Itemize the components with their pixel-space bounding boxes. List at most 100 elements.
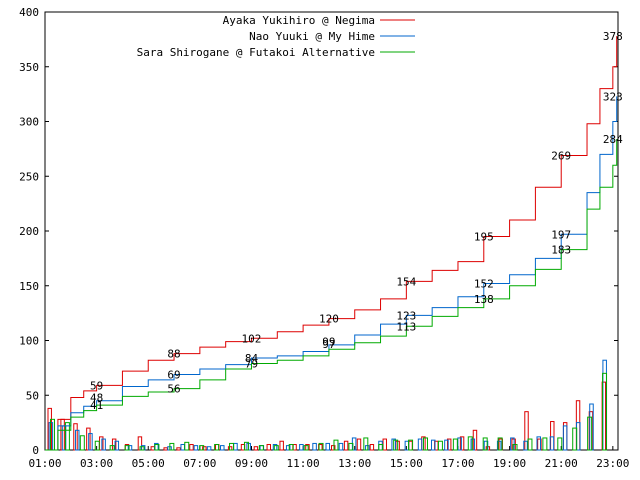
bar-mark: [467, 436, 473, 451]
data-label: 197: [551, 228, 571, 241]
bar-mark: [273, 445, 279, 451]
bar-mark: [199, 445, 205, 451]
bar-mark: [233, 442, 238, 451]
x-tick-label: 05:00: [132, 457, 165, 470]
bar-mark: [243, 441, 249, 451]
data-label: 284: [603, 133, 623, 146]
y-tick-label: 50: [26, 389, 39, 402]
bar-mark: [266, 444, 272, 451]
bar-mark: [549, 436, 555, 451]
chart-legend: Ayaka Yukihiro @ Negima Nao Yuuki @ My Hi…: [137, 14, 415, 59]
plot-frame: [44, 11, 619, 451]
bar-mark: [382, 438, 387, 451]
bar-mark: [482, 437, 488, 451]
bar-mark: [510, 437, 515, 451]
bar-mark: [214, 444, 220, 451]
data-label: 56: [167, 383, 180, 396]
y-tick-label: 300: [19, 116, 39, 129]
x-tick-label: 07:00: [183, 457, 216, 470]
bar-mark: [470, 438, 476, 451]
data-label: 113: [396, 320, 416, 333]
data-label: 183: [551, 244, 571, 257]
series-line: [45, 36, 618, 451]
bar-mark: [150, 446, 156, 451]
bar-mark: [229, 442, 235, 451]
data-label: 123: [396, 309, 416, 322]
bar-mark: [74, 429, 80, 451]
bar-mark: [542, 437, 548, 451]
bar-mark: [562, 425, 568, 451]
bar-mark: [180, 444, 185, 451]
bar-mark: [79, 435, 85, 451]
data-label: 154: [396, 275, 416, 288]
bar-mark: [430, 439, 436, 451]
bar-mark: [202, 446, 207, 451]
x-tick-label: 03:00: [80, 457, 113, 470]
bar-mark: [325, 442, 331, 451]
bar-mark: [88, 433, 93, 451]
bar-mark: [184, 441, 190, 451]
data-label: 48: [90, 391, 103, 404]
bar-mark: [363, 437, 369, 451]
bar-mark: [101, 438, 106, 451]
data-label: 120: [319, 313, 339, 326]
data-label: 88: [167, 348, 180, 361]
x-tick-label: 19:00: [493, 457, 526, 470]
bar-mark: [64, 422, 70, 451]
bar-mark: [258, 445, 264, 451]
legend-label: Ayaka Yukihiro @ Negima: [223, 14, 375, 27]
bar-mark: [299, 444, 304, 451]
data-label: 41: [90, 399, 103, 412]
bar-mark: [378, 444, 384, 451]
x-tick-label: 09:00: [235, 457, 268, 470]
bar-mark: [176, 447, 181, 451]
data-label: 138: [474, 293, 494, 306]
bar-mark: [333, 439, 339, 451]
legend-label: Nao Yuuki @ My Hime: [249, 30, 375, 43]
bar-mark: [303, 445, 309, 451]
bar-mark: [285, 445, 291, 451]
bar-mark: [572, 427, 578, 451]
bar-mark: [437, 440, 443, 451]
bar-mark: [163, 447, 168, 451]
bar-mark: [536, 436, 541, 451]
bar-mark: [444, 439, 449, 451]
bar-mark: [527, 438, 533, 451]
data-label: 102: [242, 332, 262, 345]
bar-mark: [512, 444, 518, 451]
bar-mark: [124, 445, 130, 451]
data-label: 69: [167, 368, 180, 381]
y-tick-label: 350: [19, 61, 39, 74]
chart-lines: [45, 36, 618, 451]
x-tick-label: 17:00: [441, 457, 474, 470]
bar-mark: [343, 440, 349, 451]
bar-mark: [408, 440, 413, 451]
data-label: 323: [603, 90, 623, 103]
x-tick-label: 23:00: [596, 457, 629, 470]
y-tick-label: 100: [19, 335, 39, 348]
data-label: 99: [322, 336, 335, 349]
bar-mark: [523, 440, 528, 451]
data-label: 378: [603, 30, 623, 43]
data-label: 59: [90, 379, 103, 392]
x-tick-label: 15:00: [390, 457, 423, 470]
bar-mark: [189, 444, 194, 451]
bar-mark: [369, 444, 375, 451]
bar-mark: [497, 437, 503, 451]
series-line: [45, 96, 618, 451]
bar-mark: [351, 437, 357, 451]
x-tick-label: 11:00: [287, 457, 320, 470]
bar-mark: [94, 440, 100, 451]
bar-mark: [378, 440, 383, 451]
bar-mark: [338, 442, 344, 451]
bar-mark: [206, 446, 212, 451]
data-label: 84: [245, 352, 259, 365]
bar-mark: [193, 445, 199, 451]
bar-mark: [557, 437, 563, 451]
bar-mark: [318, 442, 324, 451]
bar-mark: [169, 442, 175, 451]
data-label: 79: [245, 357, 258, 370]
x-tick-label: 13:00: [338, 457, 371, 470]
bar-mark: [139, 446, 145, 451]
